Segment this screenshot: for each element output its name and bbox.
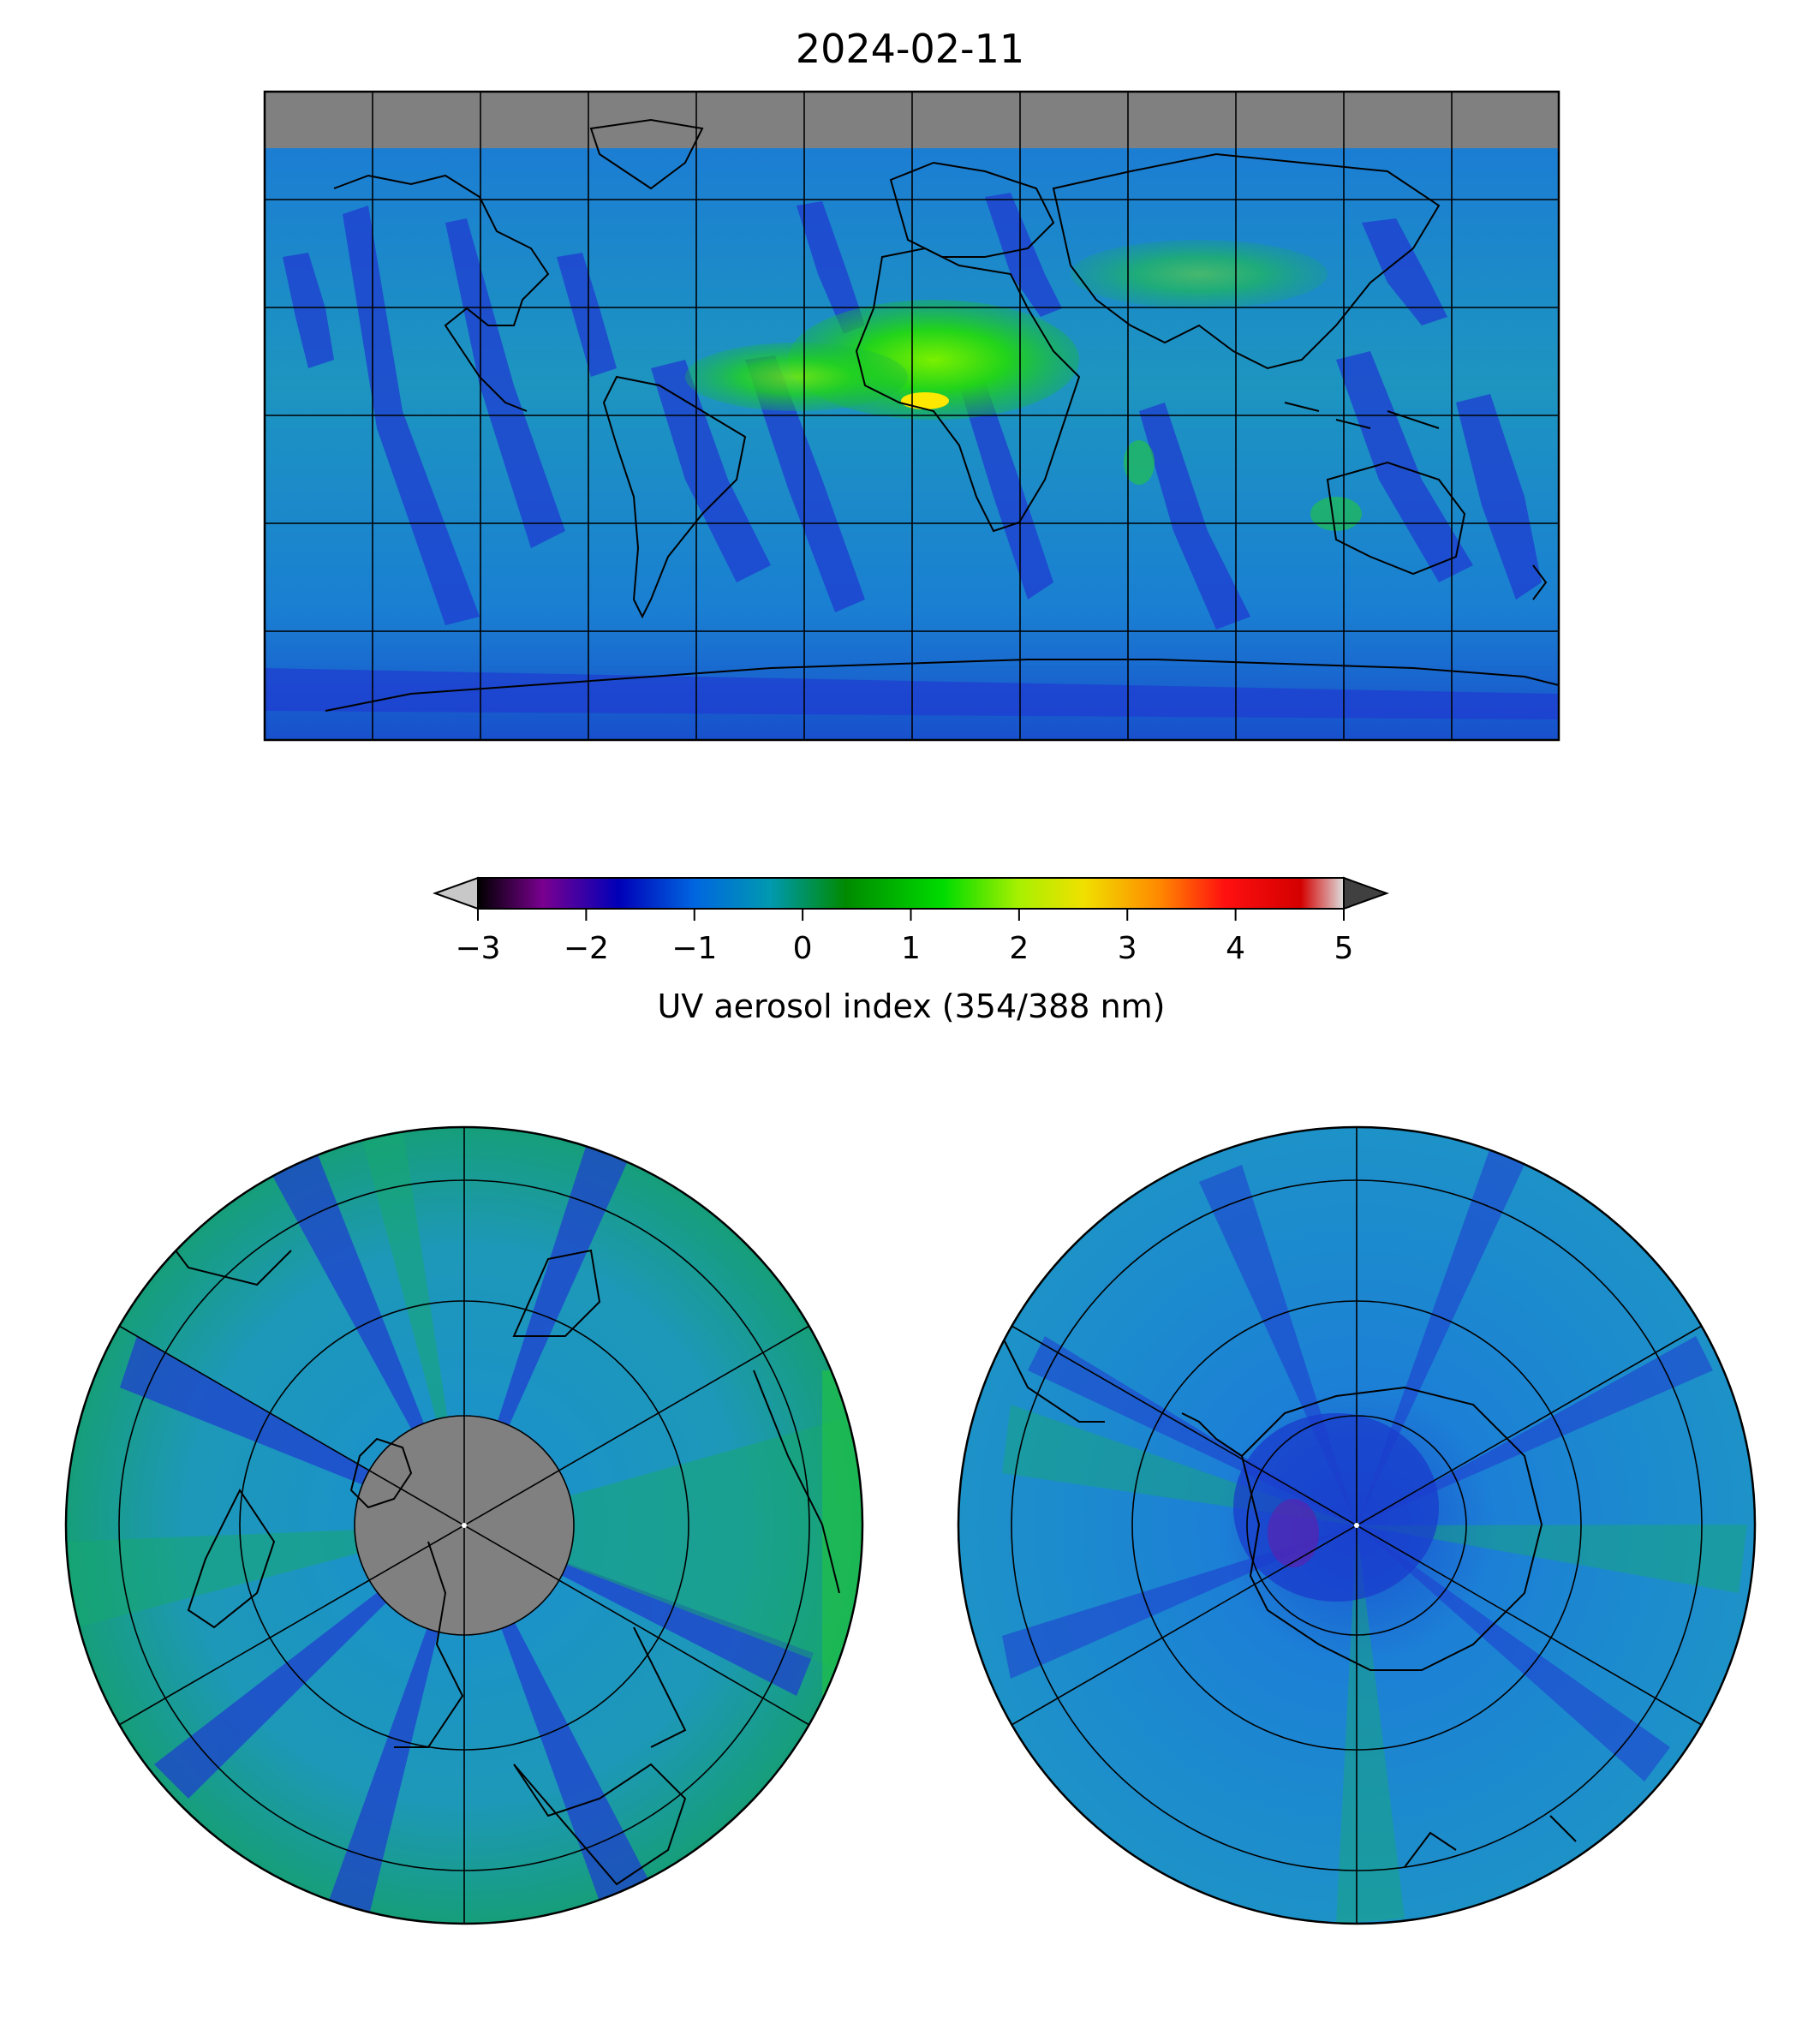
south-polar-map [958,1127,1755,1924]
colorbar-tick-label: 2 [1009,931,1029,966]
colorbar-ticks: −3 −2 −1 0 1 2 3 4 5 [455,909,1353,966]
global-map-frame [263,90,1560,742]
south-pole-marker [1354,1523,1359,1528]
colorbar-under-extension [433,876,479,910]
figure-title: 2024-02-11 [795,26,1025,72]
global-high-aerosol [685,240,1362,531]
north-coastlines [136,1198,840,1886]
global-map [265,92,1559,740]
colorbar-tick-label: 5 [1334,931,1354,966]
global-coastlines [325,118,1559,712]
south-low-aerosol [1233,1413,1439,1602]
south-polar-frame [957,1125,1757,1925]
colorbar-over-extension [1343,876,1389,910]
colorbar-tick-label: 3 [1118,931,1137,966]
colorbar-bar [478,878,1344,909]
colorbar: −3 −2 −1 0 1 2 3 4 5 UV aerosol index (354/388 n… [433,876,1389,1025]
colorbar-tick-label: 1 [901,931,921,966]
colorbar-tick-label: 4 [1226,931,1245,966]
north-pole-marker [462,1523,467,1528]
colorbar-label: UV aerosol index (354/388 nm) [657,988,1165,1025]
south-coastlines [1001,1335,1577,1868]
colorbar-tick-label: −3 [455,931,500,966]
south-very-low-aerosol [1268,1499,1319,1567]
global-gridlines [265,92,1559,740]
colorbar-tick-label: −2 [564,931,609,966]
colorbar-tick-label: 0 [793,931,813,966]
north-polar-map [66,1127,862,1924]
north-polar-frame [64,1125,864,1925]
colorbar-tick-label: −1 [671,931,717,966]
